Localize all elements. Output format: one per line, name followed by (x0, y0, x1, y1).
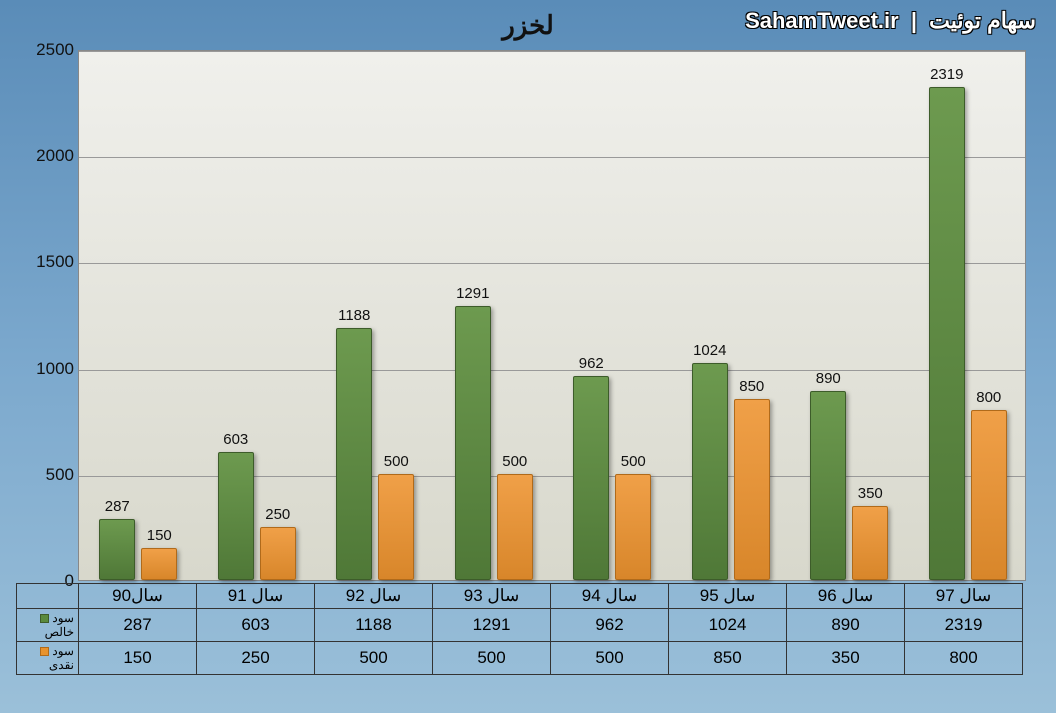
grid-line (79, 157, 1025, 158)
table-cell: 800 (905, 642, 1023, 675)
bar-value-label: 890 (798, 370, 858, 387)
bar-cash-profit (734, 399, 770, 580)
bar-cash-profit (852, 506, 888, 580)
table-category-header: سال 94 (551, 584, 669, 609)
watermark-left: SahamTweet.ir (745, 8, 899, 33)
bar-value-label: 850 (722, 378, 782, 395)
watermark-sep: | (911, 8, 917, 33)
table-cell: 850 (669, 642, 787, 675)
series-name: سود نقدی (49, 644, 74, 672)
y-tick-label: 2000 (14, 146, 74, 166)
bar-value-label: 2319 (917, 66, 977, 83)
bar-cash-profit (971, 410, 1007, 580)
table-category-header: سال 97 (905, 584, 1023, 609)
plot-area: 287 150 603 250 1188 500 1291 500 962 500 1024 850 8… (78, 50, 1026, 581)
y-tick-label: 2500 (14, 40, 74, 60)
y-tick-label: 500 (14, 465, 74, 485)
bar-value-label: 500 (366, 453, 426, 470)
table-cell: 350 (787, 642, 905, 675)
bar-value-label: 500 (603, 453, 663, 470)
table-category-header: سال 92 (315, 584, 433, 609)
series-name: سود خالص (45, 611, 74, 639)
table-row-header: سود نقدی (17, 642, 79, 675)
bar-value-label: 1188 (324, 307, 384, 324)
data-table: سال90سال 91سال 92سال 93سال 94سال 95سال 9… (16, 583, 1023, 675)
table-cell: 500 (315, 642, 433, 675)
table-category-header: سال 96 (787, 584, 905, 609)
table-cell: 150 (79, 642, 197, 675)
bar-net-profit (455, 306, 491, 580)
legend-swatch-orange (40, 647, 49, 656)
watermark: SahamTweet.ir | سهام توئیت (745, 8, 1036, 34)
table-category-header: سال 91 (197, 584, 315, 609)
table-cell: 1024 (669, 609, 787, 642)
table-cell: 603 (197, 609, 315, 642)
grid-line (79, 263, 1025, 264)
table-category-header: سال90 (79, 584, 197, 609)
y-tick-label: 1000 (14, 359, 74, 379)
bar-value-label: 603 (206, 431, 266, 448)
bar-value-label: 800 (959, 389, 1019, 406)
bar-cash-profit (260, 527, 296, 580)
bar-value-label: 287 (87, 498, 147, 515)
bar-value-label: 250 (248, 506, 308, 523)
bar-value-label: 962 (561, 355, 621, 372)
bar-cash-profit (615, 474, 651, 580)
bar-cash-profit (378, 474, 414, 580)
watermark-right: سهام توئیت (929, 8, 1036, 33)
bar-value-label: 1291 (443, 285, 503, 302)
bar-net-profit (573, 376, 609, 580)
bar-cash-profit (141, 548, 177, 580)
table-cell: 500 (433, 642, 551, 675)
table-cell: 250 (197, 642, 315, 675)
chart-title: لخزر (400, 10, 656, 41)
legend-swatch-green (40, 614, 49, 623)
table-category-header: سال 95 (669, 584, 787, 609)
y-tick-label: 1500 (14, 252, 74, 272)
table-cell: 500 (551, 642, 669, 675)
bar-value-label: 350 (840, 485, 900, 502)
bar-value-label: 150 (129, 527, 189, 544)
table-cell: 962 (551, 609, 669, 642)
bar-cash-profit (497, 474, 533, 580)
table-cell: 287 (79, 609, 197, 642)
bar-value-label: 1024 (680, 342, 740, 359)
bar-value-label: 500 (485, 453, 545, 470)
bar-net-profit (929, 87, 965, 580)
table-corner (17, 584, 79, 609)
table-cell: 890 (787, 609, 905, 642)
grid-line (79, 51, 1025, 52)
table-cell: 1291 (433, 609, 551, 642)
table-row-header: سود خالص (17, 609, 79, 642)
table-category-header: سال 93 (433, 584, 551, 609)
grid-line (79, 370, 1025, 371)
table-cell: 2319 (905, 609, 1023, 642)
table-cell: 1188 (315, 609, 433, 642)
